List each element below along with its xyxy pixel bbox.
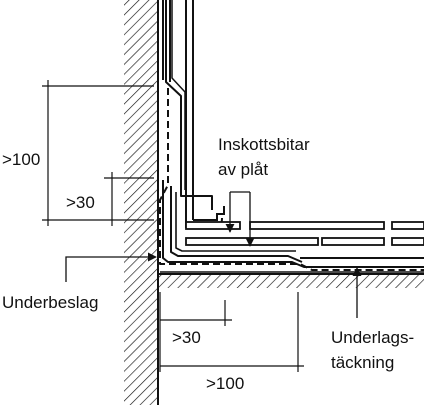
dim-label-vertical-30: >30: [66, 193, 95, 212]
label-inskottsbitar-line2: av plåt: [218, 160, 268, 179]
vertical-wall-sheets: [162, 0, 194, 228]
sheet-inserts: [185, 221, 424, 246]
label-underbeslag: Underbeslag: [2, 293, 98, 312]
membrane-layers: [159, 0, 424, 273]
label-underlagstackning-line2: täckning: [331, 353, 394, 372]
wall: [124, 0, 159, 405]
vertical-dimensions: [42, 80, 154, 226]
roof-deck: [158, 273, 424, 288]
dim-label-horizontal-30: >30: [172, 328, 201, 347]
leaders: [65, 191, 362, 318]
dim-label-vertical-100: >100: [2, 150, 40, 169]
label-inskottsbitar-line1: Inskottsbitar: [218, 135, 310, 154]
horizontal-dimensions: [159, 292, 304, 372]
label-underlagstackning-line1: Underlags-: [331, 328, 414, 347]
dim-label-horizontal-100: >100: [206, 374, 244, 393]
